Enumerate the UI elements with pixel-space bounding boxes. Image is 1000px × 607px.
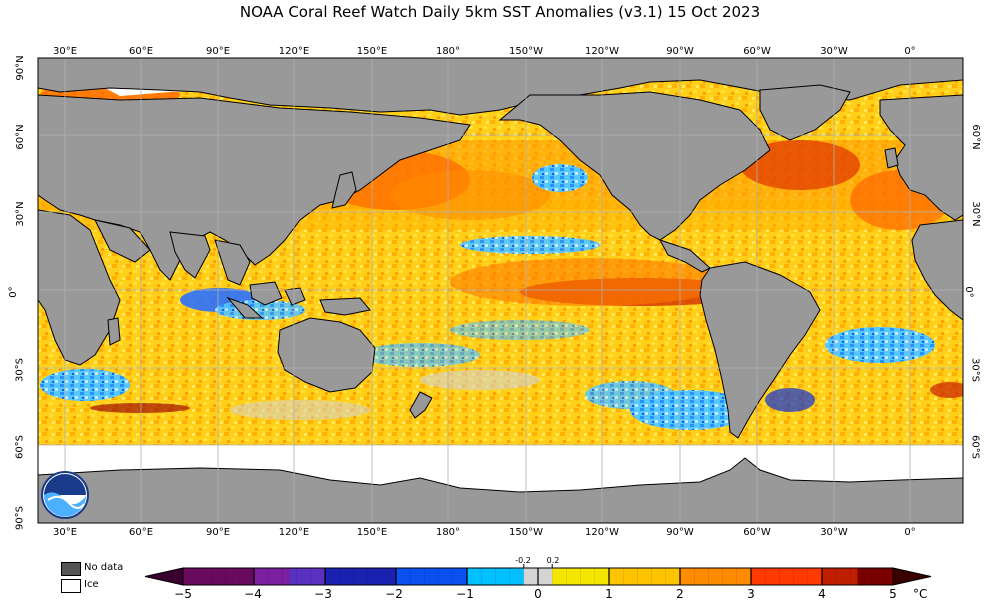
colorbar-small-tick: 0.2 xyxy=(546,556,560,565)
ice-label: Ice xyxy=(84,579,99,590)
colorbar-segment xyxy=(609,568,680,585)
lon-label-top: 30°E xyxy=(52,46,78,57)
lat-label-left: 60°S xyxy=(14,434,26,460)
colorbar-segment xyxy=(183,568,254,585)
lat-label-right: 60°N xyxy=(970,124,982,150)
lon-label-bottom: 30°E xyxy=(52,527,78,538)
lon-label-top: 150°E xyxy=(356,46,388,57)
lat-label-right: 60°S xyxy=(969,434,981,460)
colorbar-tick: −3 xyxy=(314,587,332,601)
lon-label-bottom: 150°W xyxy=(509,527,543,538)
lat-label-left: 0° xyxy=(8,286,20,298)
colorbar-segment xyxy=(467,568,524,585)
lat-label-right: 30°S xyxy=(969,357,981,383)
lon-label-bottom: 90°E xyxy=(205,527,231,538)
colorbar-segment xyxy=(857,568,893,585)
colorbar xyxy=(144,564,932,586)
colorbar-segment xyxy=(396,568,467,585)
colorbar-min-arrow xyxy=(144,567,184,586)
colorbar-segment xyxy=(552,568,609,585)
map-title: NOAA Coral Reef Watch Daily 5km SST Anom… xyxy=(239,3,761,21)
colorbar-tick: 0 xyxy=(534,587,542,601)
lon-label-bottom: 30°W xyxy=(820,527,848,538)
lon-label-top: 180° xyxy=(435,46,461,57)
lon-label-bottom: 120°E xyxy=(278,527,310,538)
colorbar-tick: −2 xyxy=(385,587,403,601)
lon-label-top: 0° xyxy=(904,46,916,57)
lat-label-left: 90°N xyxy=(15,55,27,81)
no-data-label: No data xyxy=(84,562,124,573)
lon-label-top: 30°W xyxy=(820,46,848,57)
lon-label-top: 90°E xyxy=(205,46,231,57)
colorbar-tick: 5 xyxy=(889,587,897,601)
no-data-swatch xyxy=(61,562,81,576)
colorbar-tick: −1 xyxy=(456,587,474,601)
lon-label-top: 120°E xyxy=(278,46,310,57)
colorbar-tick: 3 xyxy=(747,587,755,601)
land-masses xyxy=(38,58,963,523)
lon-label-bottom: 120°W xyxy=(585,527,619,538)
lon-label-bottom: 90°W xyxy=(666,527,694,538)
lon-label-bottom: 60°E xyxy=(128,527,154,538)
colorbar-segment xyxy=(325,568,396,585)
ice-swatch xyxy=(61,579,81,593)
lon-label-top: 60°W xyxy=(743,46,771,57)
lon-label-top: 90°W xyxy=(666,46,694,57)
lon-label-top: 150°W xyxy=(509,46,543,57)
noaa-logo-icon xyxy=(41,471,89,519)
lon-label-bottom: 180° xyxy=(435,527,461,538)
colorbar-tick: −4 xyxy=(244,587,262,601)
colorbar-tick: −5 xyxy=(174,587,192,601)
lon-label-bottom: 150°E xyxy=(356,527,388,538)
lon-label-bottom: 0° xyxy=(904,527,916,538)
graticule xyxy=(38,58,963,523)
lat-label-right: 30°N xyxy=(970,201,982,227)
colorbar-small-tick: -0.2 xyxy=(515,556,531,565)
colorbar-segment xyxy=(680,568,751,585)
colorbar-unit: °C xyxy=(913,587,928,601)
lat-label-left: 90°S xyxy=(14,505,26,531)
colorbar-segment xyxy=(289,568,325,585)
colorbar-segment xyxy=(822,568,858,585)
lat-label-left: 30°S xyxy=(14,357,26,383)
lat-label-left: 30°N xyxy=(15,201,27,227)
colorbar-tick: 1 xyxy=(605,587,613,601)
colorbar-max-arrow xyxy=(892,567,932,586)
colorbar-tick: 2 xyxy=(676,587,684,601)
lon-label-top: 120°W xyxy=(585,46,619,57)
lon-label-bottom: 60°W xyxy=(743,527,771,538)
colorbar-segment xyxy=(254,568,290,585)
colorbar-tick: 4 xyxy=(818,587,826,601)
colorbar-segment xyxy=(751,568,822,585)
lat-label-left: 60°N xyxy=(15,124,27,150)
lat-label-right: 0° xyxy=(963,286,975,298)
lon-label-top: 60°E xyxy=(128,46,154,57)
